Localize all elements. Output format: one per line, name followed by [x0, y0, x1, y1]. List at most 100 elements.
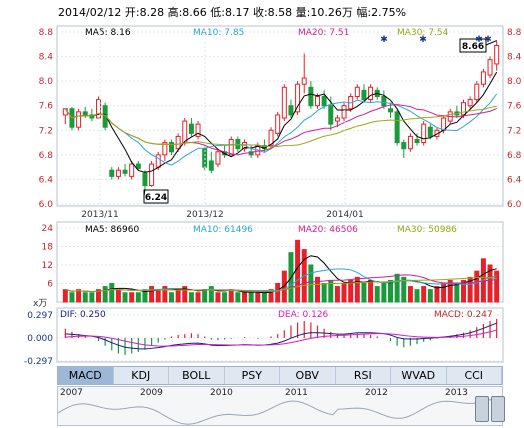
macd-panel-frame: [56, 307, 504, 363]
candle-body: [388, 108, 393, 113]
vol-ma5-line: [65, 255, 497, 294]
low-callout-pointer: [143, 189, 146, 197]
volume-bar: [82, 292, 88, 303]
volume-bar: [487, 264, 493, 303]
candle-body: [208, 160, 214, 171]
volume-bar: [135, 292, 141, 303]
price-panel-frame: [56, 25, 504, 207]
price-y-tick-left: 8.4: [39, 53, 54, 63]
price-ma-label: MA10: 7.85: [193, 28, 244, 38]
timeline-navigator[interactable]: 2007 2009 2010 2011 2012 2013: [57, 386, 503, 426]
candle-body: [288, 105, 294, 116]
price-ma-label: MA20: 7.51: [298, 28, 349, 38]
price-y-tick-right: 7.2: [507, 126, 521, 136]
price-y-tick-right: 8.8: [507, 28, 522, 38]
price-ma-label: MA30: 7.54: [397, 28, 449, 38]
volume-bar: [235, 292, 241, 303]
volume-bar: [89, 292, 95, 303]
candle-body: [142, 172, 148, 187]
candle-body: [215, 151, 221, 165]
volume-bar: [374, 286, 380, 303]
volume-y-tick: 12: [42, 261, 53, 271]
timeline-left-handle[interactable]: [475, 396, 489, 422]
volume-bar: [441, 283, 447, 303]
event-marker-icon: ✱: [380, 35, 388, 45]
timeline-year-label: 2010: [210, 388, 233, 398]
tab-cci[interactable]: CCI: [447, 367, 502, 384]
candle-body: [334, 117, 340, 122]
candle-body: [109, 169, 115, 177]
volume-ma-label: MA5: 86960: [85, 225, 139, 235]
volume-bar: [195, 292, 201, 303]
ma10-line: [64, 93, 498, 166]
volume-bar: [76, 289, 82, 303]
volume-bar: [494, 270, 500, 303]
volume-bar: [388, 279, 393, 303]
volume-bar: [242, 292, 247, 303]
tab-macd[interactable]: MACD: [58, 367, 114, 384]
volume-bar: [188, 292, 194, 303]
candle-body: [461, 102, 466, 116]
candle-body: [155, 154, 161, 168]
volume-y-tick: 6: [47, 280, 53, 290]
price-y-tick-right: 8.4: [507, 53, 522, 63]
tab-obv[interactable]: OBV: [280, 367, 336, 384]
candle-body: [275, 114, 281, 134]
volume-bar: [474, 270, 480, 303]
timeline-right-handle[interactable]: [491, 396, 505, 422]
candle-body: [82, 111, 88, 116]
volume-bar: [315, 276, 320, 303]
volume-unit: x万: [33, 299, 47, 309]
candle-body: [62, 108, 68, 116]
volume-bar: [361, 283, 367, 303]
candle-body: [96, 99, 101, 119]
volume-bar: [255, 292, 261, 303]
candle-body: [421, 123, 427, 144]
volume-bar: [275, 283, 281, 303]
candle-body: [122, 169, 128, 174]
volume-bar: [208, 286, 214, 303]
candle-body: [149, 163, 155, 187]
candle-body: [308, 86, 314, 107]
candle-body: [281, 86, 287, 119]
price-y-tick-right: 7.6: [507, 102, 522, 112]
candle-body: [295, 83, 301, 113]
high-callout-box: [459, 38, 487, 53]
tab-rsi[interactable]: RSI: [336, 367, 391, 384]
price-y-tick-left: 7.2: [39, 126, 53, 136]
volume-bar: [149, 286, 155, 303]
volume-bar: [348, 279, 354, 303]
event-marker-icon: ✱: [484, 35, 492, 45]
volume-bar: [341, 283, 347, 303]
volume-bar: [321, 283, 327, 303]
price-y-tick-left: 7.6: [39, 102, 54, 112]
candle-body: [268, 129, 274, 147]
candle-body: [414, 139, 420, 144]
price-y-tick-left: 6.4: [39, 175, 54, 185]
tab-wvad[interactable]: WVAD: [391, 367, 447, 384]
candle-body: [248, 151, 254, 156]
candle-body: [102, 105, 108, 128]
low-callout-box: [143, 189, 169, 204]
tab-psy[interactable]: PSY: [225, 367, 280, 384]
event-marker-icon: ✱: [419, 35, 427, 45]
candle-body: [315, 96, 320, 107]
volume-bar: [228, 289, 234, 303]
volume-bar: [427, 289, 433, 303]
candle-body: [394, 111, 400, 144]
volume-ma-label: MA30: 50986: [397, 225, 457, 235]
volume-bar: [142, 289, 148, 303]
indicator-tabs: MACD KDJ BOLL PSY OBV RSI WVAD CCI: [57, 366, 503, 385]
volume-bar: [248, 292, 254, 303]
timeline-year-label: 2007: [60, 388, 83, 398]
tab-boll[interactable]: BOLL: [169, 367, 225, 384]
price-y-tick-left: 6.8: [39, 151, 54, 161]
volume-bar: [96, 289, 101, 303]
price-x-label: 2013/12: [186, 210, 223, 220]
candle-body: [341, 105, 347, 119]
high-callout: 8.66: [462, 42, 484, 52]
candle-body: [169, 142, 174, 153]
volume-bar: [115, 289, 121, 303]
candle-body: [182, 120, 188, 144]
tab-kdj[interactable]: KDJ: [114, 367, 169, 384]
